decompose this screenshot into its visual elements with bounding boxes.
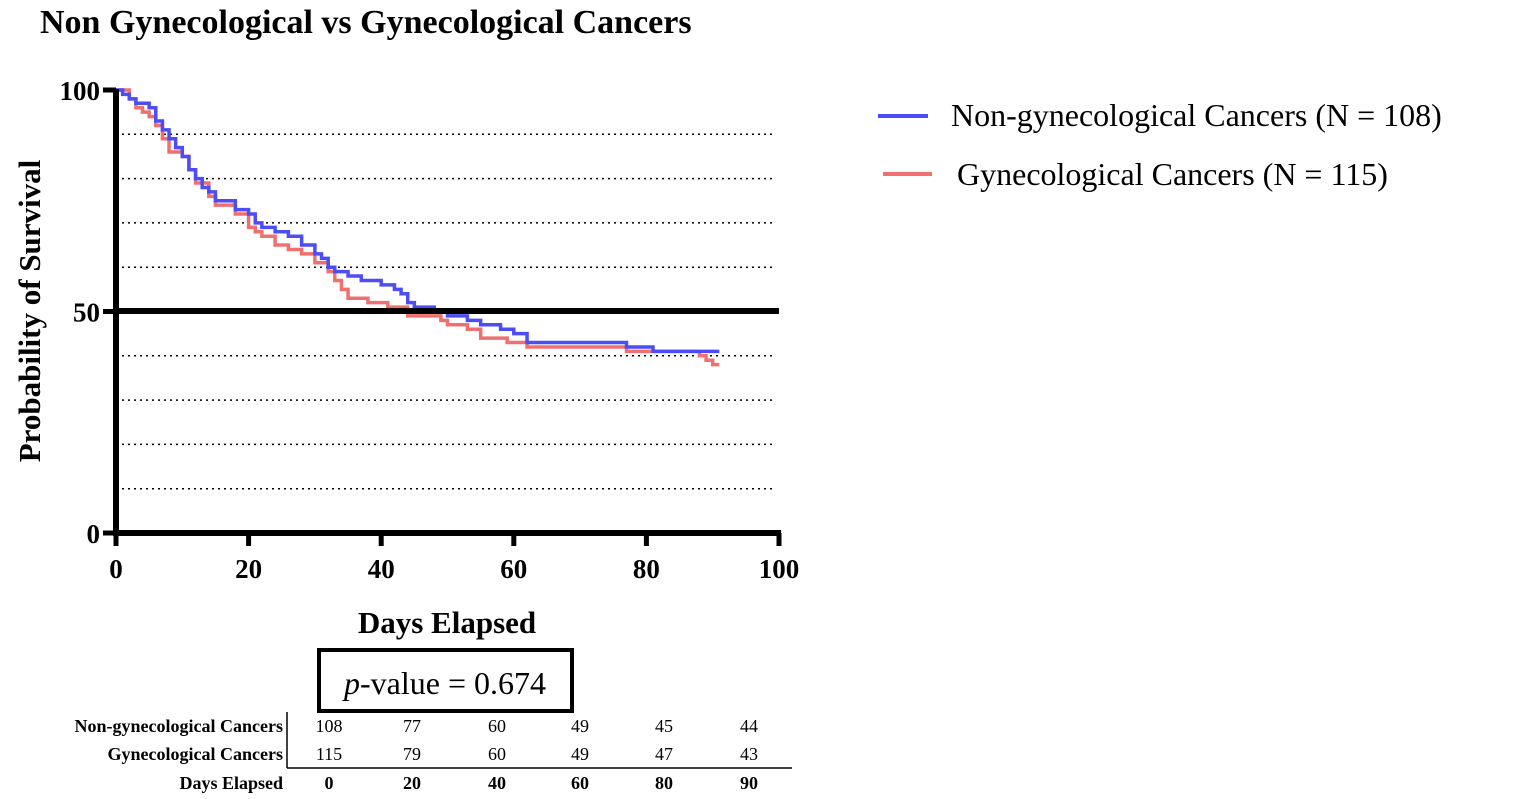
y-axis-ticks: 0 50 100 — [60, 76, 116, 549]
x-tick-label-100: 100 — [759, 554, 800, 584]
legend: Non-gynecological Cancers (N = 108) Gyne… — [878, 97, 1442, 192]
risk-cell: 47 — [655, 744, 673, 764]
chart-title: Non Gynecological vs Gynecological Cance… — [40, 4, 692, 41]
risk-cell: 45 — [655, 716, 673, 736]
risk-cell: 79 — [403, 744, 421, 764]
x-axis-label: Days Elapsed — [358, 605, 536, 640]
risk-cell: 77 — [403, 716, 421, 736]
y-tick-label-0: 0 — [87, 519, 101, 549]
number-at-risk-table: Non-gynecological Cancers Gynecological … — [75, 712, 792, 793]
p-value-italic-p: p — [342, 665, 360, 701]
survival-curves — [116, 88, 720, 367]
risk-column-label: 0 — [325, 773, 334, 793]
grid-lines — [116, 133, 772, 490]
x-tick-label-20: 20 — [235, 554, 262, 584]
risk-cell: 44 — [740, 716, 758, 736]
x-tick-label-40: 40 — [368, 554, 395, 584]
x-tick-label-80: 80 — [633, 554, 660, 584]
risk-column-label: 20 — [403, 773, 421, 793]
risk-column-label: 60 — [571, 773, 589, 793]
risk-cell: 115 — [316, 744, 342, 764]
x-axis-ticks: 0 20 40 60 80 100 — [109, 533, 799, 584]
p-value-annotation: p-value = 0.674 — [342, 665, 546, 701]
x-tick-label-0: 0 — [109, 554, 123, 584]
risk-row-label-gynecological: Gynecological Cancers — [108, 744, 283, 764]
series-line-gynecological — [116, 88, 720, 367]
risk-row-label-non-gynecological: Non-gynecological Cancers — [75, 716, 283, 736]
legend-label-non-gynecological: Non-gynecological Cancers (N = 108) — [951, 97, 1442, 133]
x-tick-label-60: 60 — [500, 554, 527, 584]
risk-column-label: 90 — [740, 773, 758, 793]
risk-column-label: 80 — [655, 773, 673, 793]
risk-cell: 43 — [740, 744, 758, 764]
p-value-box — [317, 648, 574, 713]
risk-column-label: 40 — [488, 773, 506, 793]
risk-cell: 49 — [571, 744, 589, 764]
risk-cell: 49 — [571, 716, 589, 736]
risk-footer-label: Days Elapsed — [179, 773, 283, 793]
risk-cell: 60 — [488, 744, 506, 764]
series-line-non-gynecological — [116, 88, 720, 354]
y-tick-label-50: 50 — [73, 298, 100, 328]
legend-label-gynecological: Gynecological Cancers (N = 115) — [957, 156, 1388, 192]
risk-cell: 60 — [488, 716, 506, 736]
p-value-rest: -value = 0.674 — [360, 665, 546, 701]
risk-cell: 108 — [316, 716, 343, 736]
y-axis-label: Probability of Survival — [12, 159, 47, 462]
y-tick-label-100: 100 — [60, 76, 101, 106]
